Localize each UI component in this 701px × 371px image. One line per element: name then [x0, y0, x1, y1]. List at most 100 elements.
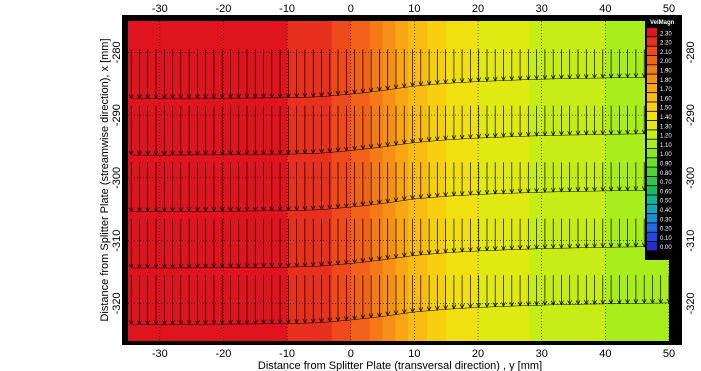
vector-envelope	[346, 149, 355, 152]
vector-envelope	[387, 201, 397, 204]
x-tick-label: 20	[472, 348, 484, 360]
colorbar-swatch	[647, 93, 657, 102]
field-strip	[637, 21, 645, 341]
field-strip	[369, 21, 377, 341]
vector-envelope	[379, 89, 388, 92]
colorbar-label: 1.20	[660, 134, 672, 140]
y-tick-labels-left: -280 -290 -300 -310 -320	[111, 41, 123, 314]
vector-envelope	[321, 265, 330, 267]
colorbar-label: 2.20	[660, 41, 672, 47]
vector-envelope	[429, 196, 438, 198]
vector-envelope	[404, 311, 413, 314]
vector-envelope	[321, 321, 330, 323]
colorbar-swatch	[647, 65, 657, 74]
field-strip	[579, 21, 587, 341]
field-strip	[331, 21, 339, 341]
vector-envelope	[337, 150, 347, 152]
colorbar-swatch	[647, 186, 657, 195]
vector-envelope	[412, 311, 421, 313]
vector-envelope	[346, 262, 355, 265]
colorbar-swatch	[647, 55, 657, 65]
vector-envelope	[420, 141, 430, 143]
vector-envelope	[437, 196, 446, 198]
vector-envelope	[395, 87, 405, 89]
field-strip	[134, 21, 142, 341]
x-tick-label: -10	[279, 348, 295, 360]
colorbar-swatch	[647, 139, 657, 149]
vector-envelope	[387, 144, 397, 147]
field-strip	[191, 21, 199, 341]
vector-envelope	[371, 147, 380, 149]
vector-envelope	[420, 310, 430, 312]
vector-envelope	[412, 141, 421, 144]
vector-envelope	[470, 250, 479, 252]
vector-envelope	[337, 320, 347, 322]
vector-envelope	[321, 208, 330, 210]
field-strip	[204, 21, 212, 341]
field-strip	[478, 21, 486, 341]
field-strip	[554, 21, 562, 341]
field-strip	[248, 21, 256, 341]
colorbar-label: 2.30	[660, 31, 672, 37]
vector-envelope	[371, 260, 380, 262]
colorbar-swatch	[647, 74, 657, 83]
vector-envelope	[429, 140, 438, 142]
field-strip	[261, 21, 269, 341]
colorbar-label: 0.40	[660, 208, 672, 214]
vector-envelope	[395, 256, 405, 259]
vector-envelope	[379, 146, 388, 148]
colorbar-swatch	[647, 158, 657, 167]
colorbar-label: 2.10	[660, 50, 672, 56]
field-strip	[153, 21, 161, 341]
x-tick-labels-top: -30 -20 -10 0 10 20 30 40 50	[152, 3, 675, 15]
y-tick-label: -280	[685, 41, 697, 63]
field-strip	[548, 21, 556, 341]
vector-envelope	[362, 317, 372, 319]
x-tick-label: -20	[216, 3, 232, 15]
vector-envelope	[437, 139, 446, 141]
vector-envelope	[462, 307, 471, 309]
field-strip	[159, 21, 167, 341]
field-strip	[408, 21, 416, 341]
field-strip	[560, 21, 568, 341]
field-strip	[490, 21, 498, 341]
vector-envelope	[371, 90, 380, 93]
vector-envelope	[462, 194, 471, 196]
field-strip	[357, 21, 365, 341]
field-strip	[236, 21, 244, 341]
vector-envelope	[470, 81, 479, 83]
field-strip	[318, 21, 326, 341]
colorbar-label: 0.60	[660, 189, 672, 195]
colorbar-label: 1.60	[660, 96, 672, 102]
x-tick-label: 40	[599, 348, 611, 360]
field-strip	[147, 21, 155, 341]
vector-envelope	[346, 93, 355, 95]
vector-envelope	[362, 91, 372, 94]
field-strip	[350, 21, 358, 341]
colorbar-label: 0.90	[660, 162, 672, 168]
vector-envelope	[329, 320, 339, 323]
colorbar-swatch	[647, 223, 657, 232]
vector-envelope	[346, 319, 355, 321]
vector-envelope	[387, 314, 397, 316]
field-strip	[388, 21, 396, 341]
colorbar-title: VelMagn	[650, 20, 675, 26]
vector-envelope	[379, 202, 388, 205]
vector-envelope	[354, 148, 363, 151]
field-strip	[567, 21, 575, 341]
vector-envelope	[453, 308, 463, 310]
vector-envelope	[445, 195, 454, 197]
colorbar-label: 0.30	[660, 217, 672, 223]
colorbar-label: 0.20	[660, 227, 672, 233]
vector-envelope	[371, 316, 380, 318]
x-tick-label: 20	[472, 3, 484, 15]
field-strip	[573, 21, 581, 341]
vector-envelope	[329, 151, 339, 153]
velocity-vectors	[128, 49, 669, 326]
vector-envelope	[412, 254, 421, 256]
colorbar-swatch	[647, 214, 657, 223]
grid-lines	[128, 21, 669, 341]
field-strip	[509, 21, 517, 341]
vector-envelope	[337, 207, 347, 209]
